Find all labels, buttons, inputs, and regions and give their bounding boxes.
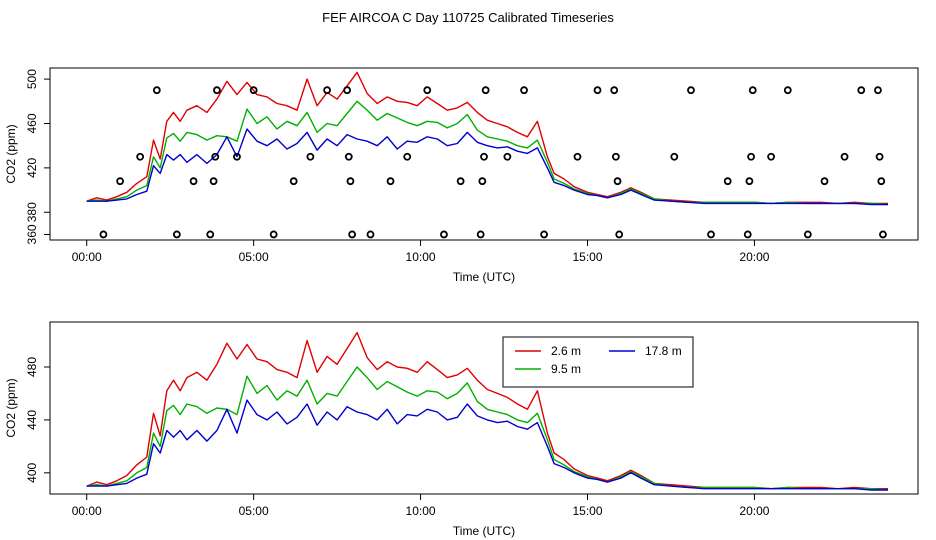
y-tick-label: 380 — [25, 202, 39, 222]
top-panel-chart: 00:00 05:00 10:00 15:00 20:00 360 380 420 460 500… — [4, 67, 919, 284]
y-tick-label: 500 — [25, 69, 39, 89]
calibration-marker — [344, 152, 353, 161]
y-tick-label: 480 — [25, 357, 39, 377]
legend: 2.6 m 9.5 m 17.8 m — [502, 336, 694, 388]
calibration-marker — [723, 177, 732, 186]
bottom-panel-chart: 00:00 05:00 10:00 15:00 20:00 400 440 480 Time (… — [4, 321, 919, 538]
x-tick-label: 00:00 — [72, 250, 102, 264]
calibration-marker — [323, 86, 331, 95]
calibration-marker — [743, 230, 752, 239]
calibration-marker — [803, 230, 812, 239]
calibration-marker — [670, 152, 679, 161]
calibration-marker — [213, 86, 221, 95]
plot-frame — [49, 321, 919, 495]
y-axis-label: CO2 (ppm) — [4, 378, 18, 437]
calibration-marker — [540, 230, 548, 239]
calibration-marker — [874, 86, 882, 95]
calibration-marker — [879, 230, 887, 239]
calibration-marker — [520, 86, 528, 95]
calibration-marker — [306, 152, 315, 161]
calibration-marker — [857, 86, 866, 95]
y-tick-label: 420 — [25, 158, 39, 178]
calibration-marker — [503, 152, 512, 161]
series-line-9-5-m — [86, 366, 889, 491]
calibration-marker — [116, 177, 125, 186]
calibration-marker — [348, 230, 357, 239]
calibration-marker — [745, 177, 754, 186]
calibration-marker — [456, 177, 465, 186]
calibration-marker — [687, 86, 695, 95]
x-tick-label: 00:00 — [72, 504, 102, 518]
y-axis-label: CO2 (ppm) — [4, 124, 18, 183]
calibration-marker — [206, 230, 215, 239]
calibration-marker — [478, 177, 487, 186]
x-tick-label: 20:00 — [739, 504, 769, 518]
calibration-marker — [152, 86, 161, 95]
calibration-marker — [403, 152, 412, 161]
legend-label: 2.6 m — [551, 344, 581, 358]
y-tick-label: 440 — [25, 410, 39, 430]
x-axis-label: Time (UTC) — [453, 524, 515, 538]
calibration-marker — [593, 86, 602, 95]
series-line-17-8-m — [86, 399, 888, 491]
calibration-marker — [386, 177, 395, 186]
calibration-marker — [343, 86, 352, 95]
calibration-marker — [707, 230, 715, 239]
calibration-marker — [172, 230, 181, 239]
legend-label: 17.8 m — [645, 344, 682, 358]
calibration-marker — [783, 86, 792, 95]
calibration-marker — [747, 152, 755, 161]
series-line-2-6-m — [86, 71, 888, 205]
calibration-marker — [481, 86, 490, 95]
calibration-marker — [423, 86, 432, 95]
calibration-marker — [573, 152, 582, 161]
calibration-marker — [748, 86, 757, 95]
x-axis-label: Time (UTC) — [453, 270, 515, 284]
calibration-marker — [346, 177, 355, 186]
series-line-2-6-m — [86, 331, 888, 490]
calibration-marker — [249, 86, 258, 95]
calibration-marker — [136, 152, 145, 161]
x-tick-label: 15:00 — [572, 504, 602, 518]
x-tick-label: 05:00 — [239, 504, 269, 518]
calibration-marker — [289, 177, 298, 186]
calibration-marker — [189, 177, 198, 186]
x-tick-label: 10:00 — [406, 250, 436, 264]
calibration-marker — [613, 177, 622, 186]
calibration-marker — [211, 152, 220, 161]
calibration-marker — [209, 177, 218, 186]
plot-frame — [49, 67, 919, 241]
series-line-9-5-m — [86, 100, 889, 206]
calibration-marker — [840, 152, 849, 161]
calibration-marker — [269, 230, 278, 239]
calibration-marker — [875, 152, 884, 161]
calibration-marker — [440, 230, 448, 239]
calibration-marker — [233, 152, 241, 161]
figure-title: FEF AIRCOA C Day 110725 Calibrated Times… — [322, 10, 614, 25]
calibration-marker — [610, 86, 619, 95]
series-line-17-8-m — [86, 128, 888, 206]
y-tick-label: 460 — [25, 113, 39, 133]
calibration-marker — [767, 152, 776, 161]
calibration-marker — [820, 177, 829, 186]
calibration-marker — [480, 152, 488, 161]
x-tick-label: 10:00 — [406, 504, 436, 518]
x-tick-label: 05:00 — [239, 250, 269, 264]
calibration-marker — [611, 152, 620, 161]
y-tick-label: 360 — [25, 224, 39, 244]
calibration-marker — [877, 177, 886, 186]
legend-label: 9.5 m — [551, 362, 581, 376]
x-tick-label: 15:00 — [572, 250, 602, 264]
x-tick-label: 20:00 — [739, 250, 769, 264]
calibration-marker — [615, 230, 624, 239]
calibration-marker — [366, 230, 375, 239]
calibration-marker — [476, 230, 485, 239]
legend-box — [502, 336, 694, 388]
calibration-marker — [99, 230, 108, 239]
y-tick-label: 400 — [25, 462, 39, 482]
